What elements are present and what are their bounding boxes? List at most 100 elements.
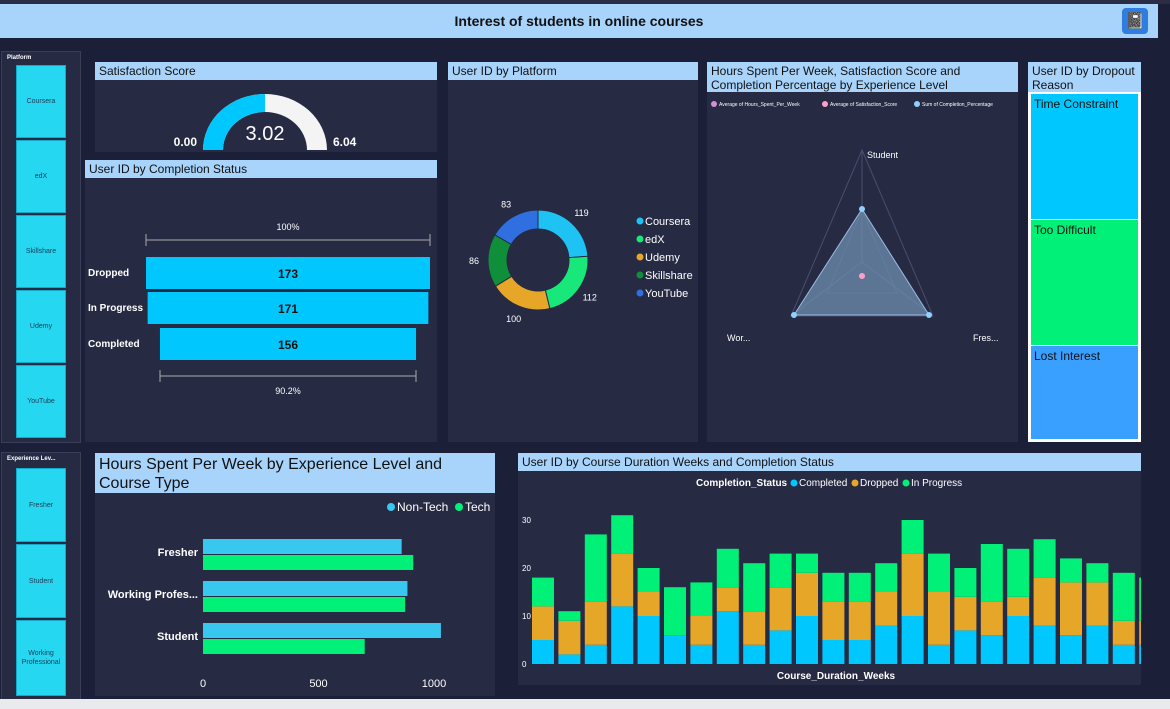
stacked-bar-segment[interactable] <box>848 572 871 602</box>
funnel-bar[interactable] <box>159 328 417 360</box>
stacked-bar-segment[interactable] <box>611 606 634 664</box>
slicer-item-skillshare[interactable]: Skillshare <box>16 215 66 288</box>
stacked-bar-segment[interactable] <box>796 553 818 573</box>
hours-bar-tech[interactable] <box>203 555 414 570</box>
funnel-bar[interactable] <box>147 292 429 324</box>
hours-bar-nontech[interactable] <box>203 539 402 554</box>
donut-slice[interactable] <box>544 255 589 310</box>
stacked-bar-segment[interactable] <box>1060 582 1082 636</box>
stacked-bar-segment[interactable] <box>690 616 713 645</box>
stacked-bar-segment[interactable] <box>822 572 845 602</box>
stacked-bar-segment[interactable] <box>637 592 660 616</box>
stacked-bar-segment[interactable] <box>822 640 845 664</box>
donut-legend-label[interactable]: edX <box>645 234 665 246</box>
stacked-bar-segment[interactable] <box>584 644 607 664</box>
stacked-bar-segment[interactable] <box>637 616 660 664</box>
hours-bar-tech[interactable] <box>203 639 365 654</box>
stacked-bar-segment[interactable] <box>1086 582 1109 626</box>
stacked-bar-segment[interactable] <box>901 553 924 616</box>
stacked-bar-segment[interactable] <box>954 630 977 664</box>
stacked-bar-segment[interactable] <box>743 611 766 645</box>
stacked-bar-segment[interactable] <box>1033 577 1056 626</box>
stacked-bar-segment[interactable] <box>1007 548 1030 597</box>
donut-legend-label[interactable]: YouTube <box>645 288 688 300</box>
slicer-item-student[interactable]: Student <box>16 544 66 618</box>
stacked-bar-segment[interactable] <box>584 601 607 645</box>
stacked-bar-segment[interactable] <box>1112 644 1135 664</box>
slicer-item-edx[interactable]: edX <box>16 140 66 213</box>
stacked-bar-segment[interactable] <box>769 553 792 588</box>
stacked-bar-segment[interactable] <box>928 592 950 645</box>
stacked-bar-segment[interactable] <box>743 644 766 664</box>
slicer-item-coursera[interactable]: Coursera <box>16 65 66 138</box>
donut-legend-label[interactable]: Coursera <box>645 216 691 228</box>
stacked-bar-segment[interactable] <box>875 625 898 664</box>
stacked-bar-segment[interactable] <box>532 640 554 664</box>
stacked-bar-segment[interactable] <box>558 620 581 655</box>
hours-bar-nontech[interactable] <box>203 581 408 596</box>
stacked-bar-segment[interactable] <box>1060 558 1082 583</box>
slicer-item-udemy[interactable]: Udemy <box>16 290 66 363</box>
notebook-icon[interactable]: 📓 <box>1122 8 1148 34</box>
stacked-bar-segment[interactable] <box>716 548 739 588</box>
stacked-bar-segment[interactable] <box>743 563 766 612</box>
stacked-bar-segment[interactable] <box>532 606 554 640</box>
stacked-bar-segment[interactable] <box>664 635 686 664</box>
stacked-bar-segment[interactable] <box>1086 625 1109 664</box>
stacked-bar-segment[interactable] <box>875 592 898 626</box>
stacked-bar-segment[interactable] <box>848 601 871 640</box>
stacked-bar-segment[interactable] <box>928 553 950 592</box>
slicer-item-working-professional[interactable]: Working Professional <box>16 620 66 696</box>
treemap-lost-interest[interactable]: Lost Interest <box>1031 346 1138 439</box>
stacked-bar-segment[interactable] <box>1086 563 1109 583</box>
stacked-bar-segment[interactable] <box>1139 644 1141 664</box>
hours-bar-nontech[interactable] <box>203 623 441 638</box>
stacked-bar-segment[interactable] <box>1139 577 1141 621</box>
stacked-bar-segment[interactable] <box>980 544 1003 602</box>
slicer-item-youtube[interactable]: YouTube <box>16 365 66 438</box>
stacked-bar-segment[interactable] <box>716 587 739 612</box>
stacked-bar-segment[interactable] <box>558 654 581 664</box>
stacked-bar-segment[interactable] <box>1139 620 1141 645</box>
stacked-bar-segment[interactable] <box>769 630 792 664</box>
stacked-bar-segment[interactable] <box>584 534 607 602</box>
donut-slice[interactable] <box>494 209 539 246</box>
stacked-bar-segment[interactable] <box>611 515 634 554</box>
stacked-bar-segment[interactable] <box>611 553 634 607</box>
stacked-bar-segment[interactable] <box>954 596 977 631</box>
stacked-bar-segment[interactable] <box>980 635 1003 664</box>
stacked-bar-segment[interactable] <box>848 640 871 664</box>
stacked-bar-segment[interactable] <box>769 587 792 631</box>
hours-legend-nontech: Non-Tech <box>397 500 448 514</box>
treemap-too-difficult[interactable]: Too Difficult <box>1031 220 1138 345</box>
stacked-bar-segment[interactable] <box>1007 616 1030 664</box>
stacked-bar-segment[interactable] <box>716 611 739 664</box>
stacked-bar-segment[interactable] <box>875 563 898 592</box>
stacked-bar-segment[interactable] <box>690 644 713 664</box>
stacked-bar-segment[interactable] <box>796 572 818 616</box>
stacked-bar-segment[interactable] <box>1112 572 1135 621</box>
stacked-bar-segment[interactable] <box>980 601 1003 636</box>
funnel-bar[interactable] <box>146 257 430 289</box>
stacked-bar-segment[interactable] <box>822 601 845 640</box>
stacked-bar-segment[interactable] <box>796 616 818 664</box>
hours-bar-tech[interactable] <box>203 597 406 612</box>
stacked-bar-segment[interactable] <box>637 568 660 592</box>
stacked-bar-segment[interactable] <box>928 644 950 664</box>
donut-legend-label[interactable]: Skillshare <box>645 270 693 282</box>
stacked-bar-segment[interactable] <box>1112 620 1135 645</box>
stacked-bar-segment[interactable] <box>558 611 581 621</box>
stacked-bar-segment[interactable] <box>1060 635 1082 664</box>
stacked-bar-segment[interactable] <box>954 568 977 597</box>
stacked-bar-segment[interactable] <box>901 616 924 664</box>
stacked-bar-segment[interactable] <box>1033 625 1056 664</box>
stacked-bar-segment[interactable] <box>532 577 554 607</box>
stacked-bar-segment[interactable] <box>1033 539 1056 578</box>
stacked-bar-segment[interactable] <box>901 520 924 554</box>
stacked-bar-segment[interactable] <box>1007 596 1030 616</box>
stacked-bar-segment[interactable] <box>664 587 686 636</box>
donut-legend-label[interactable]: Udemy <box>645 252 680 264</box>
stacked-bar-segment[interactable] <box>690 582 713 616</box>
slicer-item-fresher[interactable]: Fresher <box>16 468 66 542</box>
treemap-time-constraint[interactable]: Time Constraint <box>1031 94 1138 219</box>
